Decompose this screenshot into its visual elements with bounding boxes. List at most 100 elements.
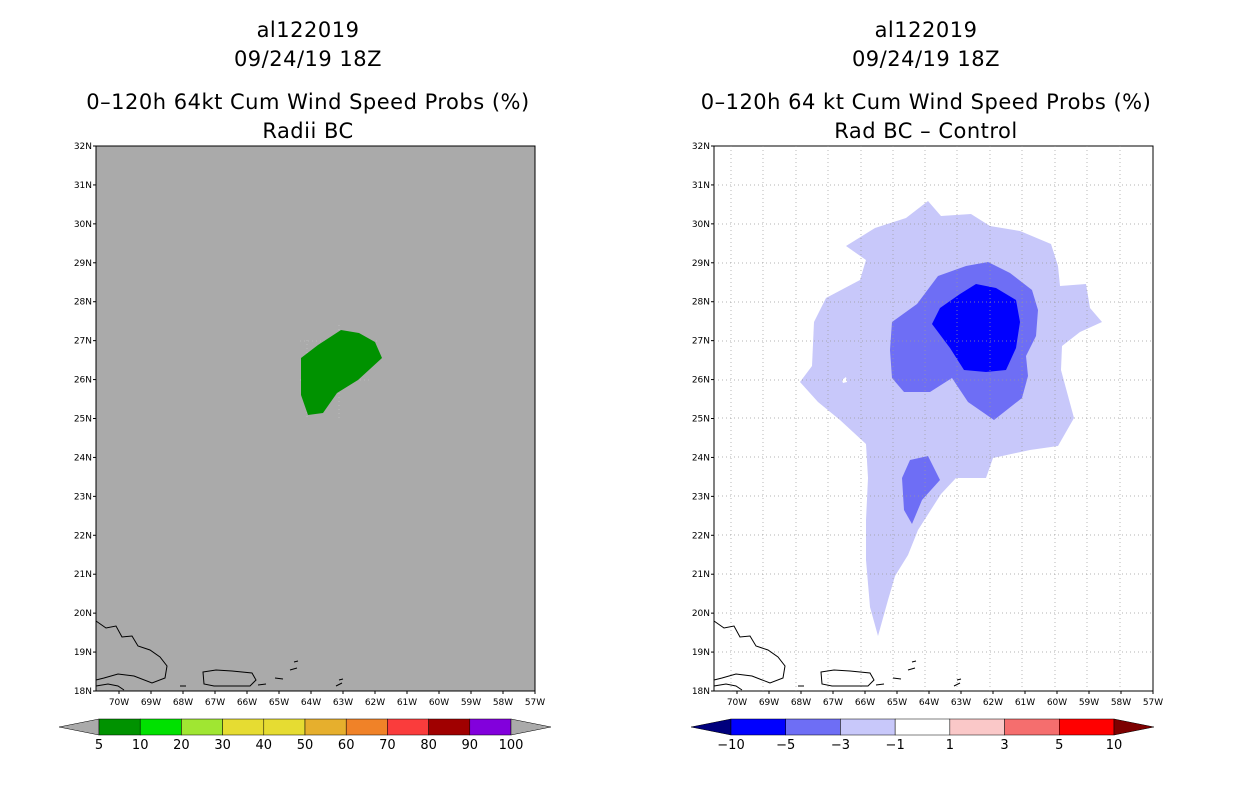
right-datetime: 09/24/19 18Z <box>851 47 1001 71</box>
left-colorbar-swatch <box>387 718 429 736</box>
right-colorbar-label: 3 <box>1000 738 1008 753</box>
right-lat-label: 29N <box>692 259 710 269</box>
left-lon-label: 62W <box>365 698 385 708</box>
left-lat-label: 24N <box>74 453 92 463</box>
right-lat-label: 22N <box>692 531 710 541</box>
left-product: 0–120h 64kt Cum Wind Speed Probs (%) <box>86 90 530 114</box>
left-colorbar-under-arrow <box>58 718 100 736</box>
left-colorbar: 5 10 20 30 40 50 60 70 80 90 100 <box>58 718 552 753</box>
left-lat-label: 31N <box>74 181 92 191</box>
right-lon-label: 57W <box>1143 698 1163 708</box>
right-storm-id: al122019 <box>874 18 978 42</box>
left-colorbar-label: 30 <box>214 738 231 753</box>
left-lon-label: 68W <box>173 698 193 708</box>
left-colorbar-label: 10 <box>132 738 149 753</box>
right-colorbar-swatch <box>949 718 1005 736</box>
right-lat-label: 25N <box>692 415 710 425</box>
right-colorbar-swatch <box>730 718 786 736</box>
left-lat-label: 27N <box>74 337 92 347</box>
right-contour-minus3-south <box>902 456 940 524</box>
right-colorbar-swatch <box>1059 718 1115 736</box>
right-lon-label: 62W <box>983 698 1003 708</box>
right-panel-title: al122019 09/24/19 18Z 0–120h 64 kt Cum W… <box>676 16 1176 146</box>
right-grid <box>714 146 1153 691</box>
left-lon-label: 63W <box>333 698 353 708</box>
left-lat-label: 22N <box>74 531 92 541</box>
left-lat-label: 18N <box>74 687 92 697</box>
left-colorbar-swatch <box>222 718 265 736</box>
right-colorbar-label: 5 <box>1055 738 1063 753</box>
right-lon-label: 60W <box>1047 698 1067 708</box>
left-lat-label: 30N <box>74 220 92 230</box>
right-colorbar-swatch <box>840 718 896 736</box>
left-lat-label: 19N <box>74 648 92 658</box>
right-coastline <box>713 620 962 691</box>
right-colorbar-swatch <box>894 718 951 736</box>
left-panel-title: al122019 09/24/19 18Z 0–120h 64kt Cum Wi… <box>58 16 558 146</box>
left-subtitle: Radii BC <box>262 119 354 143</box>
left-lon-label: 70W <box>109 698 129 708</box>
right-lat-label: 28N <box>692 298 710 308</box>
right-colorbar-under-arrow <box>690 718 732 736</box>
left-lon-label: 66W <box>237 698 257 708</box>
right-lon-label: 68W <box>791 698 811 708</box>
right-lon-label: 61W <box>1015 698 1035 708</box>
right-colorbar-label: −5 <box>776 738 795 753</box>
right-lon-label: 69W <box>759 698 779 708</box>
left-colorbar-swatch <box>181 718 223 736</box>
right-lat-label: 23N <box>692 492 710 502</box>
right-contour-minus5 <box>932 284 1020 372</box>
left-colorbar-label: 20 <box>173 738 190 753</box>
left-lon-label: 61W <box>397 698 417 708</box>
right-map <box>713 145 1154 692</box>
right-diff-contours <box>800 201 1102 636</box>
left-colorbar-label: 100 <box>499 738 524 753</box>
left-datetime: 09/24/19 18Z <box>233 47 383 71</box>
right-colorbar-label: 10 <box>1106 738 1123 753</box>
right-lat-label: 24N <box>692 453 710 463</box>
left-lon-label: 65W <box>269 698 289 708</box>
right-lat-label: 27N <box>692 337 710 347</box>
right-lat-label: 18N <box>692 687 710 697</box>
right-lon-label: 58W <box>1111 698 1131 708</box>
left-lon-label: 67W <box>205 698 225 708</box>
left-colorbar-swatch <box>428 718 471 736</box>
left-colorbar-swatch <box>98 718 141 736</box>
right-lat-label: 26N <box>692 376 710 386</box>
left-map <box>95 145 536 692</box>
right-lon-label: 65W <box>887 698 907 708</box>
right-subtitle: Rad BC – Control <box>834 119 1018 143</box>
left-colorbar-swatch <box>469 718 512 736</box>
axis-labels: 70W 69W 68W 67W 66W 65W 64W 63W 62W 61W 60W 59W 58W 5… <box>74 142 1163 708</box>
right-lat-label: 32N <box>692 142 710 152</box>
left-colorbar-label: 60 <box>338 738 355 753</box>
left-coastline <box>95 620 344 691</box>
left-colorbar-label: 80 <box>420 738 437 753</box>
left-lat-label: 26N <box>74 376 92 386</box>
right-lon-label: 59W <box>1079 698 1099 708</box>
left-colorbar-label: 50 <box>297 738 314 753</box>
right-lat-label: 31N <box>692 181 710 191</box>
right-contour-white-hole <box>842 377 847 383</box>
right-lon-label: 66W <box>855 698 875 708</box>
left-lon-label: 59W <box>461 698 481 708</box>
left-colorbar-swatch <box>304 718 347 736</box>
left-colorbar-swatch <box>139 718 182 736</box>
left-colorbar-swatch <box>345 718 388 736</box>
left-colorbar-label: 90 <box>462 738 479 753</box>
left-lon-label: 64W <box>301 698 321 708</box>
right-product: 0–120h 64 kt Cum Wind Speed Probs (%) <box>700 90 1152 114</box>
left-lon-label: 60W <box>429 698 449 708</box>
left-storm-id: al122019 <box>256 18 360 42</box>
right-lat-label: 19N <box>692 648 710 658</box>
right-lat-label: 21N <box>692 570 710 580</box>
right-colorbar-label: −3 <box>831 738 850 753</box>
left-lat-label: 23N <box>74 492 92 502</box>
left-lon-label: 69W <box>141 698 161 708</box>
right-lat-label: 30N <box>692 220 710 230</box>
right-colorbar-swatch <box>785 718 841 736</box>
left-colorbar-over-arrow <box>510 718 552 736</box>
left-colorbar-swatch <box>263 718 306 736</box>
right-lon-label: 64W <box>919 698 939 708</box>
